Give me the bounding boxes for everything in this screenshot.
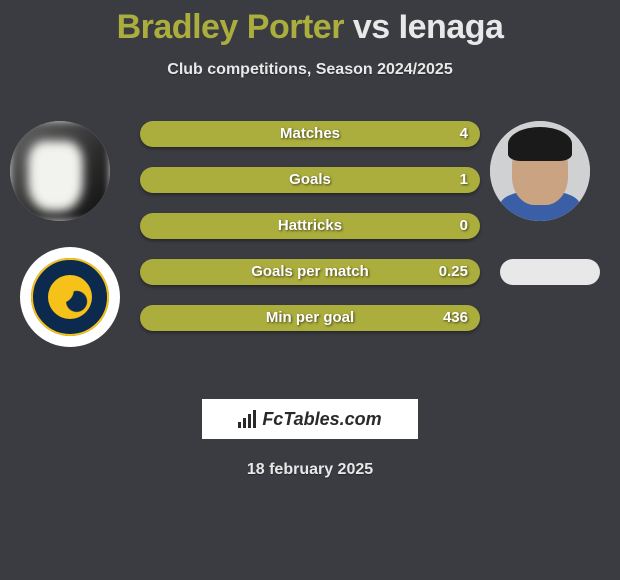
comparison-date: 18 february 2025 bbox=[0, 461, 620, 479]
header: Bradley Porter vs Ienaga Club competitio… bbox=[0, 0, 620, 79]
stat-row-goals: Goals 1 bbox=[140, 167, 480, 193]
player2-avatar-image bbox=[490, 121, 590, 221]
comparison-title: Bradley Porter vs Ienaga bbox=[0, 8, 620, 47]
stat-label: Min per goal bbox=[140, 309, 480, 326]
stat-value: 0.25 bbox=[439, 263, 468, 280]
stat-row-min-per-goal: Min per goal 436 bbox=[140, 305, 480, 331]
stat-label: Matches bbox=[140, 125, 480, 142]
brand-badge: FcTables.com bbox=[202, 399, 418, 439]
stat-value: 0 bbox=[460, 217, 468, 234]
fctables-bars-icon bbox=[238, 410, 256, 428]
brand-label: FcTables.com bbox=[262, 409, 381, 430]
player1-avatar bbox=[10, 121, 110, 221]
stat-value: 1 bbox=[460, 171, 468, 188]
stat-row-matches: Matches 4 bbox=[140, 121, 480, 147]
stat-label: Goals bbox=[140, 171, 480, 188]
player2-name: Ienaga bbox=[399, 8, 504, 46]
stat-label: Goals per match bbox=[140, 263, 480, 280]
stat-row-goals-per-match: Goals per match 0.25 bbox=[140, 259, 480, 285]
stat-value: 4 bbox=[460, 125, 468, 142]
content: Matches 4 Goals 1 Hattricks 0 Goals per … bbox=[0, 121, 620, 381]
stat-row-hattricks: Hattricks 0 bbox=[140, 213, 480, 239]
stat-label: Hattricks bbox=[140, 217, 480, 234]
player2-club-badge bbox=[500, 259, 600, 285]
player2-avatar bbox=[490, 121, 590, 221]
stats-list: Matches 4 Goals 1 Hattricks 0 Goals per … bbox=[140, 121, 480, 331]
stat-value: 436 bbox=[443, 309, 468, 326]
player1-name: Bradley Porter bbox=[117, 8, 344, 46]
player1-club-badge bbox=[20, 247, 120, 347]
vs-text: vs bbox=[353, 8, 390, 46]
subtitle: Club competitions, Season 2024/2025 bbox=[0, 61, 620, 79]
player1-avatar-image bbox=[10, 121, 110, 221]
